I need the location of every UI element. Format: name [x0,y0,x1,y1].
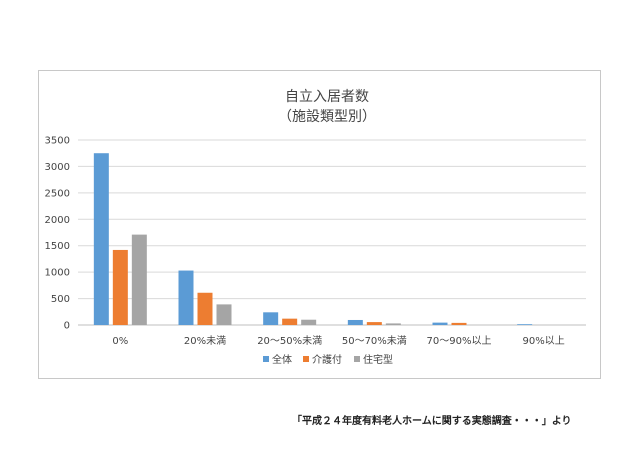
bar-3-2 [216,304,232,325]
y-tick-label: 2000 [45,215,70,226]
bar-chart: 自立入居者数 （施設類型別） 0 500 1000 1500 2000 2500 3000 3… [45,89,586,366]
legend-label: 全体 [272,353,292,366]
x-tick-label: 0% [112,336,128,347]
x-axis-ticks: 0% 20%未満 20～50%未満 50～70%未満 70～90%以上 90%以上 [112,335,564,347]
grid-lines [78,139,586,326]
bar-3-4 [385,323,401,325]
bar-3-3 [301,319,317,325]
x-tick-label: 20%未満 [184,335,226,347]
y-tick-label: 1000 [45,268,70,279]
bar-1-2 [178,270,194,325]
bar-2-4 [366,322,382,325]
chart-title: 自立入居者数 [285,89,369,105]
y-tick-label: 500 [51,294,70,305]
bar-1-4 [347,319,363,325]
bars [93,153,533,325]
bar-3-1 [131,234,147,325]
y-tick-label: 3500 [45,136,70,147]
legend-swatch [354,356,360,362]
legend-label: 介護付 [312,353,342,366]
bar-2-5 [451,322,467,325]
chart-frame: 自立入居者数 （施設類型別） 0 500 1000 1500 2000 2500 3000 3… [38,70,601,379]
source-note: 「平成２４年度有料老人ホームに関する実態調査・・・」より [292,416,572,427]
bar-2-2 [197,292,213,325]
x-tick-label: 20～50%未満 [257,335,322,347]
bar-1-3 [263,312,279,325]
y-tick-label: 3000 [45,162,70,173]
bar-2-1 [112,249,128,325]
legend-label: 住宅型 [363,353,393,366]
y-axis-ticks: 0 500 1000 1500 2000 2500 3000 3500 [45,136,70,332]
legend-swatch [263,356,269,362]
bar-1-6 [517,324,533,325]
chart-subtitle: （施設類型別） [278,109,376,125]
x-tick-label: 90%以上 [523,335,565,347]
bar-1-1 [93,153,109,325]
bar-1-5 [432,322,448,325]
bar-2-3 [282,318,298,325]
legend-swatch [303,356,309,362]
x-tick-label: 70～90%以上 [427,335,492,347]
y-tick-label: 2500 [45,188,70,199]
y-tick-label: 1500 [45,241,70,252]
x-tick-label: 50～70%未満 [342,335,407,347]
legend: 全体 介護付 住宅型 [263,353,393,366]
y-tick-label: 0 [64,321,70,332]
